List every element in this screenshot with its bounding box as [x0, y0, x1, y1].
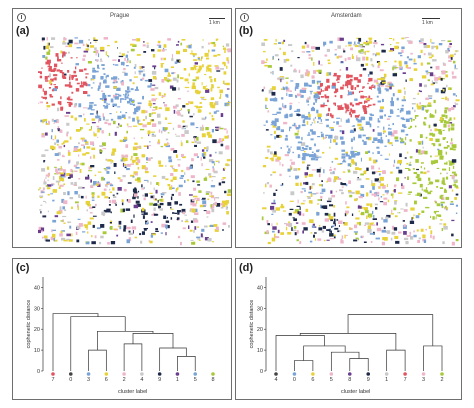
leaf-marker — [140, 372, 144, 376]
leaf-label: 5 — [194, 377, 197, 383]
dendrogram-link — [330, 351, 360, 371]
north-arrow-icon — [240, 13, 249, 22]
dendrogram-link — [88, 349, 107, 371]
leaf-marker — [211, 372, 215, 376]
prague-building-map — [38, 37, 231, 246]
leaf-label: 2 — [440, 377, 443, 383]
leaf-marker — [421, 372, 426, 376]
dendrogram-link — [159, 347, 187, 371]
panel-b-map: Amsterdam 1 km (b) — [235, 8, 462, 248]
dendrogram-link — [386, 349, 406, 371]
scale-bar: 1 km — [422, 18, 440, 26]
leaf-label: 5 — [330, 377, 333, 383]
panel-a-map: Prague 1 km (a) — [12, 8, 232, 248]
leaf-label: 0 — [69, 377, 72, 383]
scale-bar: 1 km — [209, 18, 225, 26]
dendrogram-link — [132, 333, 174, 349]
panel-label-c: (c) — [16, 262, 30, 274]
x-axis-label: cluster label — [118, 389, 148, 395]
leaf-marker — [440, 372, 444, 376]
dendrogram-link — [299, 333, 397, 351]
y-tick-label: 30 — [257, 306, 263, 312]
dendrogram-link — [294, 360, 314, 371]
building-footprints — [38, 37, 231, 246]
leaf-label: 6 — [311, 377, 314, 383]
dendrogram-link — [70, 316, 126, 371]
north-arrow-icon — [17, 13, 26, 22]
y-tick-label: 10 — [34, 348, 40, 354]
leaf-marker — [329, 372, 334, 376]
leaf-label: 1 — [176, 377, 179, 383]
y-tick-label: 40 — [34, 285, 40, 291]
dendrogram-link — [177, 356, 196, 371]
leaf-label: 6 — [105, 377, 108, 383]
leaf-label: 3 — [87, 377, 90, 383]
y-tick-label: 20 — [34, 327, 40, 333]
building-footprints — [261, 37, 460, 246]
leaf-label: 9 — [367, 377, 370, 383]
dendrogram-link — [423, 345, 443, 371]
leaf-label: 8 — [348, 377, 351, 383]
leaf-marker — [86, 372, 91, 376]
leaf-marker — [311, 372, 315, 376]
leaf-marker — [366, 372, 371, 376]
leaf-label: 1 — [385, 377, 388, 383]
leaf-label: 4 — [140, 377, 143, 383]
dendrogram-chart: 0 10 20 30 40 7 0 3 6 2 4 9 1 5 8 — [34, 277, 215, 383]
leaf-marker — [292, 372, 297, 376]
leaf-marker — [104, 372, 109, 376]
y-tick-label: 30 — [34, 306, 40, 312]
y-tick-label: 0 — [37, 369, 40, 375]
panel-label-d: (d) — [239, 262, 254, 274]
leaf-label: 3 — [422, 377, 425, 383]
panel-label-b: (b) — [239, 25, 254, 37]
dendrogram-link — [52, 313, 99, 371]
y-tick-label: 10 — [257, 348, 263, 354]
dendrogram-link — [97, 330, 154, 351]
leaf-label: 2 — [123, 377, 126, 383]
leaf-marker — [68, 372, 73, 376]
leaf-label: 7 — [51, 377, 54, 383]
panel-label-a: (a) — [16, 25, 30, 37]
y-tick-label: 40 — [257, 285, 263, 291]
leaf-label: 9 — [158, 377, 161, 383]
amsterdam-building-map — [261, 37, 460, 246]
dendrogram-link — [123, 343, 143, 371]
dendrogram-link — [347, 314, 434, 346]
leaf-marker — [175, 372, 180, 376]
leaf-marker — [403, 372, 407, 376]
leaf-label: 7 — [404, 377, 407, 383]
y-tick-label: 20 — [257, 327, 263, 333]
leaf-marker — [347, 372, 352, 376]
dendrogram-link — [349, 358, 369, 371]
leaf-label: 8 — [211, 377, 214, 383]
x-axis-label: cluster label — [341, 389, 371, 395]
leaf-marker — [384, 372, 389, 376]
dendrogram-link — [303, 345, 346, 361]
dendrogram-link — [275, 335, 325, 371]
y-tick-label: 0 — [260, 369, 263, 375]
leaf-marker — [274, 372, 278, 376]
map-title-prague: Prague — [110, 13, 130, 19]
map-title-amsterdam: Amsterdam — [331, 13, 362, 19]
leaf-marker — [193, 372, 198, 376]
leaf-marker — [122, 372, 126, 376]
leaf-marker — [51, 372, 55, 376]
leaf-label: 0 — [293, 377, 296, 383]
leaf-marker — [157, 372, 162, 376]
leaf-label: 4 — [274, 377, 277, 383]
